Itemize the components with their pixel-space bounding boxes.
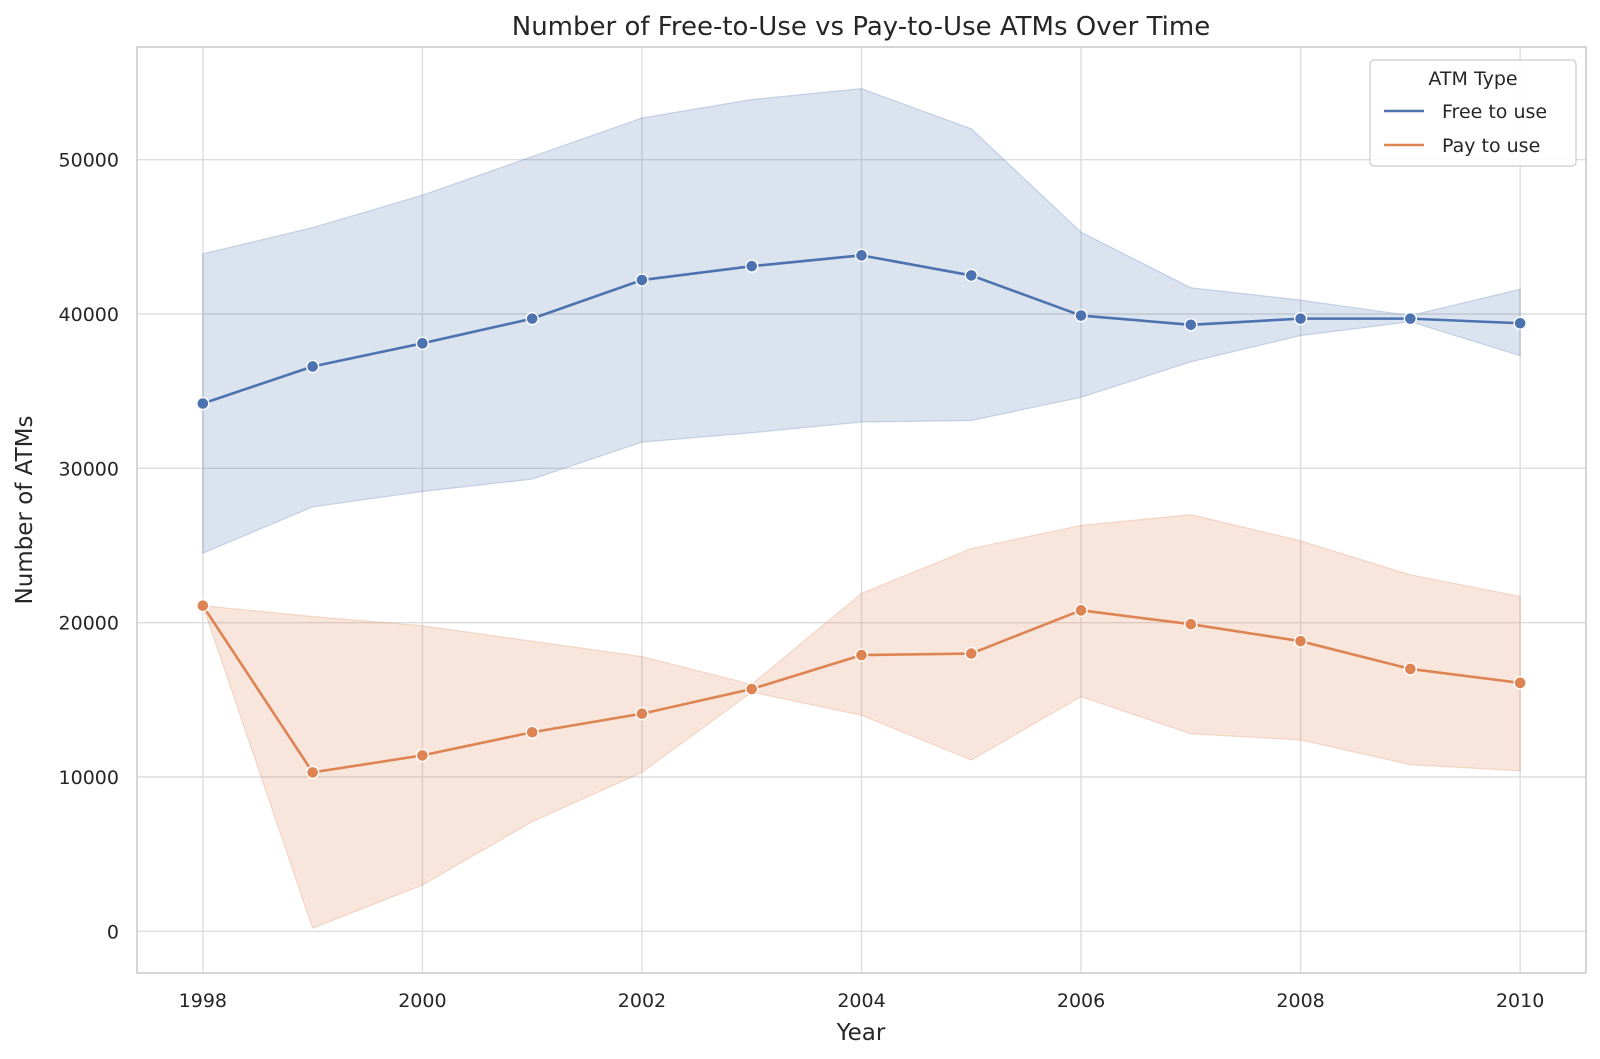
data-point <box>854 648 869 662</box>
legend-label-pay: Pay to use <box>1442 135 1540 157</box>
x-tick-label: 1998 <box>179 990 227 1012</box>
legend-label-free: Free to use <box>1442 101 1547 123</box>
data-point <box>1074 603 1088 618</box>
y-tick-label: 40000 <box>59 304 119 326</box>
y-tick-label: 10000 <box>59 767 119 789</box>
x-tick-label: 2000 <box>398 990 446 1012</box>
data-point <box>1293 634 1308 648</box>
data-point <box>415 748 430 763</box>
legend-frame <box>1369 59 1577 167</box>
chart-title: Number of Free-to-Use vs Pay-to-Use ATMs… <box>512 12 1210 42</box>
y-ticks: 0 10000 20000 30000 40000 50000 <box>59 150 119 944</box>
legend: ATM Type Free to use Pay to use <box>1369 59 1577 167</box>
y-tick-label: 30000 <box>59 458 119 480</box>
data-point <box>635 273 649 287</box>
data-point <box>745 259 759 273</box>
data-point <box>1513 316 1527 330</box>
x-tick-label: 2010 <box>1496 990 1544 1012</box>
data-point <box>1184 318 1198 332</box>
x-tick-label: 2002 <box>618 990 666 1012</box>
x-tick-label: 2006 <box>1057 990 1105 1012</box>
x-tick-label: 2008 <box>1276 990 1324 1012</box>
data-point <box>196 396 210 411</box>
data-point <box>1074 308 1088 323</box>
plot-frame <box>136 46 1587 974</box>
grid-lines <box>137 47 1586 973</box>
y-tick-label: 50000 <box>59 150 119 172</box>
data-point <box>415 336 430 351</box>
data-point <box>964 646 978 661</box>
legend-title: ATM Type <box>1428 68 1517 90</box>
y-axis-label: Number of ATMs <box>12 415 38 604</box>
data-point <box>1513 676 1527 690</box>
x-ticks: 1998 2000 2002 2004 2006 2008 2010 <box>179 990 1545 1012</box>
data-point <box>1403 662 1418 676</box>
data-point <box>854 248 869 263</box>
data-point <box>525 725 539 739</box>
data-point <box>1403 311 1418 326</box>
x-tick-label: 2004 <box>837 990 885 1012</box>
data-point <box>964 268 978 283</box>
data-point <box>1184 617 1198 631</box>
data-point <box>1293 311 1308 326</box>
series-points <box>196 248 1527 780</box>
y-tick-label: 0 <box>107 921 119 943</box>
y-tick-label: 20000 <box>59 613 119 635</box>
data-point <box>305 359 320 374</box>
x-axis-label: Year <box>836 1020 886 1046</box>
data-point <box>525 311 539 326</box>
data-point <box>196 598 210 613</box>
data-point <box>305 765 320 780</box>
confidence-band-0 <box>202 88 1521 555</box>
data-point <box>635 707 649 721</box>
data-point <box>745 682 759 696</box>
